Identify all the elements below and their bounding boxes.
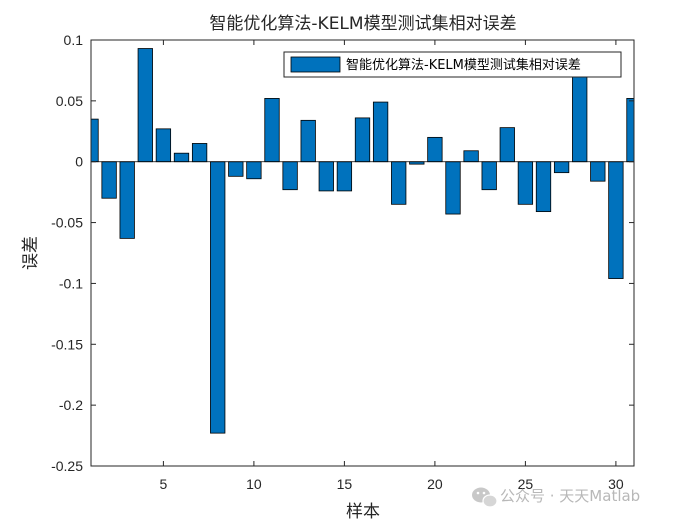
bar-18 xyxy=(391,161,407,205)
bar-29 xyxy=(590,161,606,182)
x-tick-label: 25 xyxy=(518,476,534,492)
bar-11 xyxy=(264,98,280,163)
y-tick-label: 0.05 xyxy=(56,93,83,109)
bar-30 xyxy=(608,161,624,279)
bar-4 xyxy=(137,48,153,163)
axes-box xyxy=(90,39,635,467)
bar-10 xyxy=(246,161,262,180)
x-axis-label: 样本 xyxy=(346,502,380,522)
bar-3 xyxy=(119,161,135,239)
y-axis-label: 误差 xyxy=(21,236,41,270)
bar-26 xyxy=(535,161,552,213)
x-axis: 5 10 15 20 25 30 xyxy=(160,40,624,492)
x-tick-label: 20 xyxy=(427,476,443,492)
y-tick-label: 0 xyxy=(75,154,83,170)
bar-27 xyxy=(553,161,570,174)
y-tick-label: -0.15 xyxy=(51,336,83,352)
y-tick-label: -0.1 xyxy=(59,275,83,291)
bar-23 xyxy=(481,161,497,191)
y-axis: 0.1 0.05 0 -0.05 -0.1 -0.15 -0.2 -0.25 xyxy=(51,32,634,474)
wechat-icon xyxy=(472,487,498,508)
bar-9 xyxy=(228,161,244,177)
x-tick-label: 15 xyxy=(337,476,353,492)
y-tick-label: -0.2 xyxy=(59,397,83,413)
x-tick-label: 5 xyxy=(160,476,168,492)
y-tick-label: -0.25 xyxy=(51,458,83,474)
legend-label: 智能优化算法-KELM模型测试集相对误差 xyxy=(346,57,581,73)
plot-area xyxy=(91,40,634,466)
watermark: 公众号 · 天天Matlab xyxy=(472,487,640,508)
bar-16 xyxy=(354,117,371,163)
y-tick-label: 0.1 xyxy=(64,32,84,48)
x-tick-label: 30 xyxy=(608,476,624,492)
x-tick-label: 10 xyxy=(246,476,262,492)
bar-22 xyxy=(463,150,479,163)
legend: 智能优化算法-KELM模型测试集相对误差 xyxy=(283,51,622,78)
legend-swatch xyxy=(290,56,341,73)
chart-title: 智能优化算法-KELM模型测试集相对误差 xyxy=(209,14,516,34)
bar-28 xyxy=(572,70,588,163)
bar-2 xyxy=(101,161,117,199)
bar-24 xyxy=(499,127,515,163)
watermark-text: 公众号 · 天天Matlab xyxy=(500,487,640,505)
bar-15 xyxy=(336,161,353,192)
bar-21 xyxy=(445,161,461,215)
bar-7 xyxy=(191,143,208,163)
bar-25 xyxy=(517,161,534,205)
bar-17 xyxy=(372,101,389,163)
bar-14 xyxy=(318,161,334,192)
bars-group xyxy=(90,48,635,434)
bar-6 xyxy=(173,152,190,163)
bar-31 xyxy=(626,98,635,163)
bar-1 xyxy=(90,118,99,163)
y-tick-label: -0.05 xyxy=(51,215,83,231)
bar-20 xyxy=(427,136,443,163)
bar-12 xyxy=(282,161,298,191)
bar-8 xyxy=(210,161,226,434)
bar-5 xyxy=(155,128,172,163)
bar-13 xyxy=(300,119,316,163)
